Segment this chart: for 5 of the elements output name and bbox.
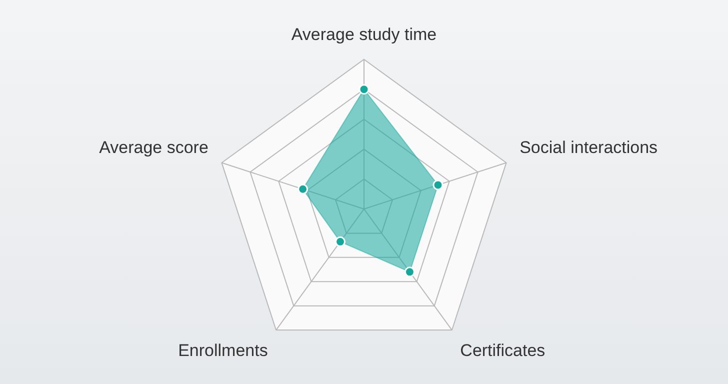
spoke-label: Certificates [460, 341, 546, 360]
spoke-label: Enrollments [178, 341, 268, 360]
spoke-label: Average study time [291, 24, 437, 44]
spoke-label: Social interactions [520, 138, 658, 157]
spoke-label: Average score [99, 138, 208, 157]
